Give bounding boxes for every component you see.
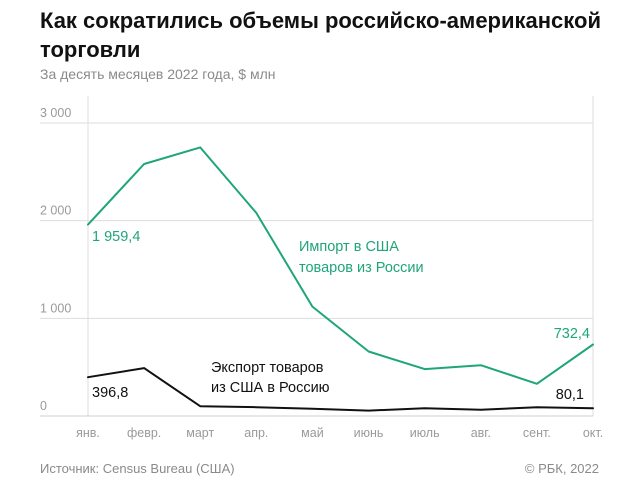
y-tick-label: 0 [40, 399, 47, 413]
chart-title: Как сократились объемы российско-америка… [40, 8, 601, 62]
data-label-export-start: 396,8 [92, 385, 128, 401]
grid [40, 96, 594, 417]
x-tick-label: авг. [471, 426, 491, 440]
x-axis-ticks: янв. февр. март апр. май июнь июль авг. сент. окт… [76, 426, 603, 440]
data-label-import-start: 1 959,4 [92, 229, 140, 245]
x-tick-label: янв. [76, 426, 100, 440]
series-line-export [87, 367, 594, 412]
x-tick-label: июнь [354, 426, 384, 440]
x-tick-label: июль [410, 426, 440, 440]
series-label-import: товаров из России [299, 260, 424, 276]
copyright-note: © РБК, 2022 [524, 461, 599, 476]
source-note: Источник: Census Bureau (США) [40, 461, 235, 476]
series-label-export: из США в Россию [211, 380, 330, 396]
y-tick-label: 3 000 [40, 106, 71, 120]
x-tick-label: февр. [127, 426, 161, 440]
data-labels: 1 959,4 732,4 Импорт в США товаров из Росси… [92, 229, 590, 403]
series-line-import [87, 146, 594, 385]
series-label-export: Экспорт товаров [211, 360, 324, 376]
x-tick-label: март [186, 426, 214, 440]
data-label-export-end: 80,1 [556, 387, 584, 403]
x-tick-label: май [301, 426, 324, 440]
series [87, 146, 594, 412]
x-tick-label: сент. [523, 426, 551, 440]
x-tick-label: окт. [583, 426, 603, 440]
x-tick-label: апр. [244, 426, 268, 440]
y-tick-label: 2 000 [40, 204, 71, 218]
y-tick-label: 1 000 [40, 301, 71, 315]
series-label-import: Импорт в США [299, 239, 399, 255]
y-axis-ticks: 0 1 000 2 000 3 000 [40, 106, 71, 413]
chart-subtitle: За десять месяцев 2022 года, $ млн [40, 66, 276, 82]
data-label-import-end: 732,4 [554, 326, 590, 342]
